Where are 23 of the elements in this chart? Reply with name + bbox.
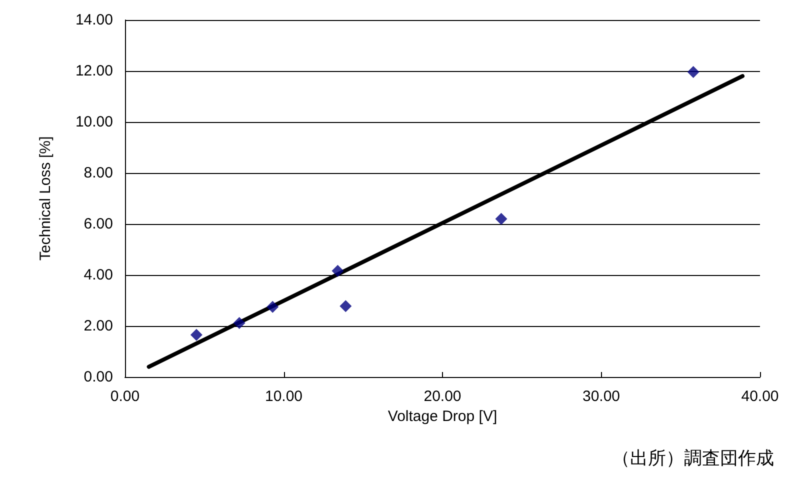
y-tick-label: 10.00 [75, 114, 113, 130]
y-tick-label: 2.00 [84, 318, 113, 334]
text: （出所）調査団作成 [612, 448, 774, 468]
point [266, 300, 279, 313]
y-tick-label: 12.00 [75, 62, 113, 80]
x-axis-title: Voltage Drop [V] [388, 408, 498, 425]
y-tick-label: 4.00 [84, 266, 113, 284]
y-axis-title: Technical Loss [%] [37, 136, 54, 261]
y-tick-label: 0.00 [84, 368, 113, 386]
x-tick-label: 0.00 [110, 388, 140, 405]
y-tick-label: 8.00 [84, 164, 113, 182]
point [495, 212, 508, 225]
y-tick-label: 14.00 [75, 12, 113, 28]
point [332, 264, 344, 277]
x-tick-label: 20.00 [424, 388, 462, 405]
point [190, 328, 202, 341]
point [340, 300, 352, 312]
y-tick-label: 6.00 [84, 216, 113, 232]
point [687, 66, 700, 78]
x-tick-label: 40.00 [741, 388, 779, 405]
point [233, 316, 246, 329]
x-tick-label: 30.00 [582, 388, 620, 405]
x-tick-label: 10.00 [264, 388, 303, 405]
